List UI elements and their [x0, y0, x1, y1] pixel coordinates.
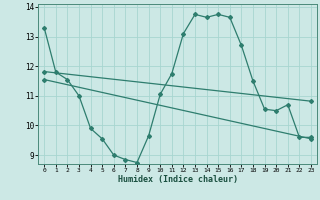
- X-axis label: Humidex (Indice chaleur): Humidex (Indice chaleur): [118, 175, 238, 184]
